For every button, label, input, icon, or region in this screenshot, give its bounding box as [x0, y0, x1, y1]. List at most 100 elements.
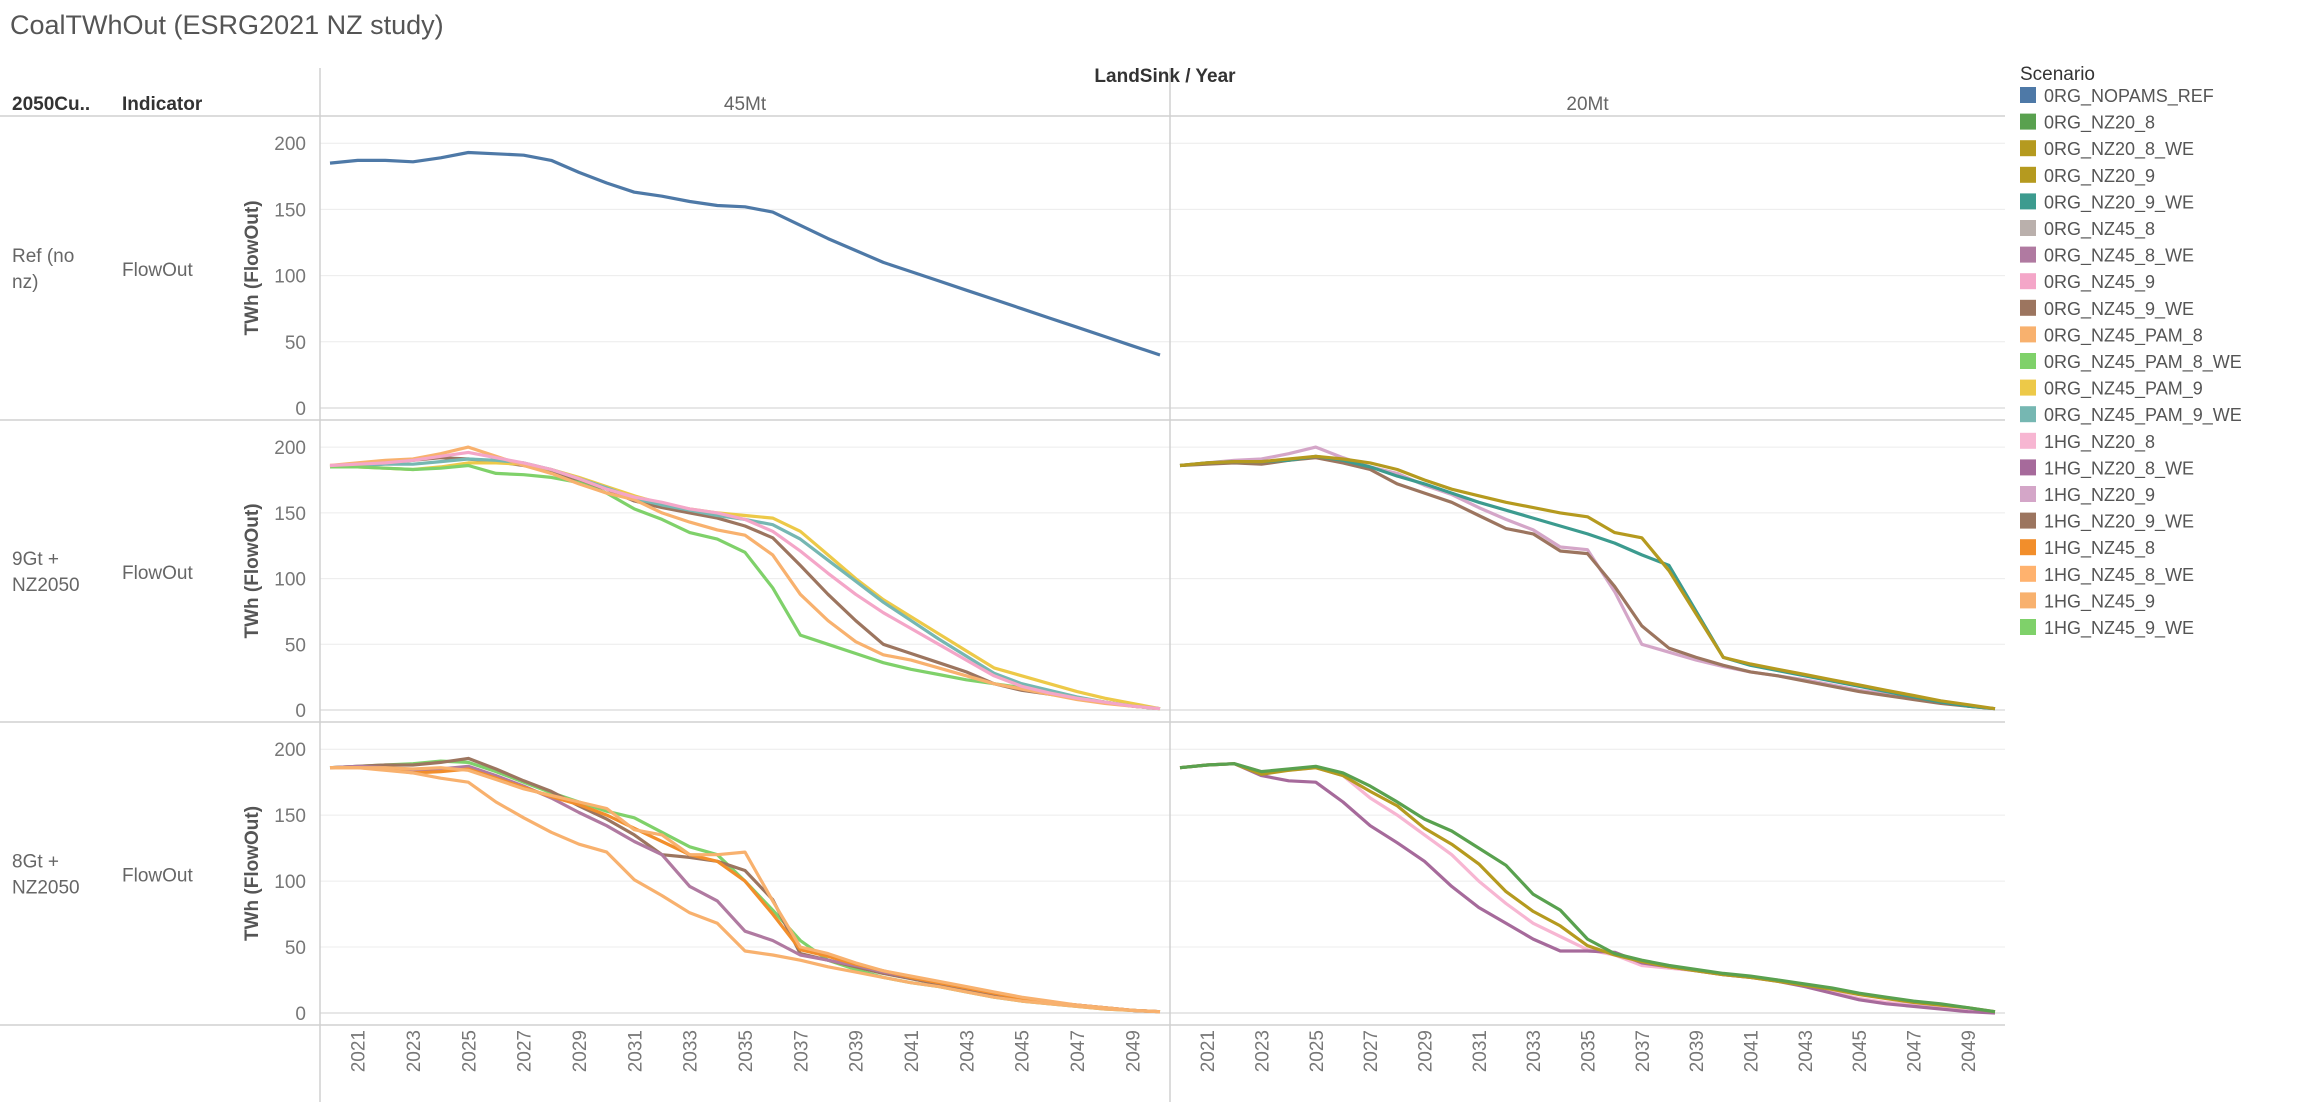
legend-item-1hg-nz20-9-we[interactable]: 1HG_NZ20_9_WE	[2020, 512, 2194, 533]
legend-swatch	[2020, 299, 2036, 316]
series-line-0rg-nz20-8[interactable]	[1179, 762, 1996, 1014]
series-line-0rg-nz45-pam-8-we[interactable]	[329, 759, 1161, 1014]
legend-item-0rg-nz45-8-we[interactable]: 0RG_NZ45_8_WE	[2020, 246, 2194, 267]
y-tick-label: 0	[295, 1004, 306, 1025]
legend-label: 0RG_NZ20_9	[2044, 166, 2155, 187]
legend-swatch	[2020, 406, 2036, 423]
legend-label: 1HG_NZ20_9_WE	[2044, 512, 2194, 533]
y-tick-label: 100	[274, 267, 306, 288]
series-line-1hg-nz20-9[interactable]	[1179, 445, 1996, 711]
series-line-0rg-nz20-9[interactable]	[1179, 454, 1996, 711]
legend-item-0rg-nz45-9[interactable]: 0RG_NZ45_9	[2020, 272, 2155, 293]
legend-item-0rg-nz45-pam-9[interactable]: 0RG_NZ45_PAM_9	[2020, 379, 2203, 400]
indicator-header[interactable]: Indicator	[122, 94, 203, 115]
series-line-1hg-nz20-8[interactable]	[1179, 762, 1996, 1014]
legend-item-0rg-nopams-ref[interactable]: 0RG_NOPAMS_REF	[2020, 86, 2214, 107]
x-tick-label: 2037	[1633, 1030, 1654, 1072]
legend-item-0rg-nz45-9-we[interactable]: 0RG_NZ45_9_WE	[2020, 299, 2194, 320]
series-line-0rg-nz45-pam-9-we[interactable]	[329, 457, 1161, 711]
legend-item-0rg-nz20-9[interactable]: 0RG_NZ20_9	[2020, 166, 2155, 187]
column-header-45mt: 45Mt	[724, 94, 767, 115]
legend-swatch	[2020, 273, 2036, 290]
legend-swatch	[2020, 220, 2036, 236]
legend-item-1hg-nz45-9-we[interactable]: 1HG_NZ45_9_WE	[2020, 618, 2194, 639]
x-tick-label: 2043	[1796, 1030, 1817, 1072]
series-line-0rg-nz45-9[interactable]	[329, 450, 1161, 711]
x-tick-label: 2035	[1579, 1030, 1600, 1072]
series-line-1hg-nz20-9-we[interactable]	[1179, 456, 1996, 711]
series-line-0rg-nz45-pam-9[interactable]	[329, 461, 1161, 711]
legend-swatch	[2020, 512, 2036, 529]
legend-label: 0RG_NZ20_9_WE	[2044, 192, 2194, 213]
legend-item-0rg-nz20-9-we[interactable]: 0RG_NZ20_9_WE	[2020, 192, 2194, 213]
legend-label: 1HG_NZ45_8	[2044, 538, 2155, 559]
legend-item-0rg-nz20-8-we[interactable]: 0RG_NZ20_8_WE	[2020, 139, 2194, 160]
y-tick-label: 50	[285, 938, 306, 959]
series-line-0rg-nz45-9-we[interactable]	[329, 756, 1161, 1014]
legend-label: 1HG_NZ45_9_WE	[2044, 618, 2194, 639]
column-dimension-header[interactable]: LandSink / Year	[1094, 66, 1236, 87]
row-dimension-header[interactable]: 2050Cu..	[12, 94, 90, 115]
series-line-0rg-nz45-pam-8-we[interactable]	[330, 463, 1161, 711]
row-label: 9Gt +	[12, 549, 59, 570]
legend-item-1hg-nz45-8[interactable]: 1HG_NZ45_8	[2020, 538, 2155, 559]
legend-swatch	[2020, 432, 2036, 449]
legend-swatch	[2020, 87, 2036, 103]
legend-label: 1HG_NZ20_9	[2044, 485, 2155, 506]
legend-item-0rg-nz20-8[interactable]: 0RG_NZ20_8	[2020, 113, 2155, 134]
x-tick-label: 2031	[625, 1030, 646, 1072]
y-tick-label: 150	[274, 806, 306, 827]
legend-item-0rg-nz45-8[interactable]: 0RG_NZ45_8	[2020, 219, 2155, 240]
legend-label: 0RG_NZ45_PAM_9_WE	[2044, 405, 2242, 426]
x-tick-label: 2021	[349, 1030, 370, 1072]
legend-label: 0RG_NZ45_PAM_8_WE	[2044, 352, 2242, 373]
indicator-label: FlowOut	[122, 866, 193, 887]
legend-label: 0RG_NZ45_9_WE	[2044, 299, 2194, 320]
series-line-0rg-nz45-pam-8[interactable]	[329, 445, 1161, 711]
x-tick-label: 2023	[1253, 1030, 1274, 1072]
legend-label: 0RG_NZ45_8_WE	[2044, 246, 2194, 267]
series-line-0rg-nz45-pam-9[interactable]	[330, 766, 1161, 1014]
y-tick-label: 50	[285, 635, 306, 656]
series-line-0rg-nz45-9-we[interactable]	[329, 456, 1161, 711]
y-tick-label: 100	[274, 872, 306, 893]
legend-swatch	[2020, 193, 2036, 210]
x-tick-label: 2027	[1361, 1030, 1382, 1072]
legend-item-0rg-nz45-pam-8-we[interactable]: 0RG_NZ45_PAM_8_WE	[2020, 352, 2242, 373]
legend-item-1hg-nz20-9[interactable]: 1HG_NZ20_9	[2020, 485, 2155, 506]
gridlines	[320, 142, 2005, 1014]
x-tick-label: 2031	[1470, 1030, 1491, 1072]
legend-item-1hg-nz45-9[interactable]: 1HG_NZ45_9	[2020, 591, 2155, 612]
series-line-1hg-nz45-8[interactable]	[330, 766, 1161, 1014]
row-label: nz)	[12, 272, 38, 293]
y-tick-label: 0	[295, 399, 306, 420]
column-header-20mt: 20Mt	[1566, 94, 1609, 115]
axes: 0 50 100 150 200 TWh (FlowOut) 0 50 100 150 200 TWh…	[0, 68, 2005, 1102]
legend-label: 1HG_NZ45_8_WE	[2044, 565, 2194, 586]
x-tick-label: 2023	[404, 1030, 425, 1072]
x-tick-label: 2049	[1959, 1030, 1980, 1072]
legend-item-1hg-nz20-8-we[interactable]: 1HG_NZ20_8_WE	[2020, 458, 2194, 479]
legend-swatch	[2020, 459, 2036, 476]
indicator-label: FlowOut	[122, 563, 193, 584]
series-line-0rg-nz20-8-we[interactable]	[1179, 762, 1996, 1014]
x-tick-label: 2041	[1742, 1030, 1763, 1072]
legend-item-0rg-nz45-pam-9-we[interactable]: 0RG_NZ45_PAM_9_WE	[2020, 405, 2242, 426]
legend-label: 0RG_NZ45_8	[2044, 219, 2155, 240]
x-tick-label: 2049	[1123, 1030, 1144, 1072]
legend-swatch	[2020, 592, 2036, 609]
series-line-0rg-nz45-8-we[interactable]	[329, 764, 1161, 1014]
x-tick-label: 2047	[1068, 1030, 1089, 1072]
legend-item-0rg-nz45-pam-8[interactable]: 0RG_NZ45_PAM_8	[2020, 325, 2203, 346]
series-line-0rg-nz20-9-we[interactable]	[1179, 454, 1996, 711]
series-line-0rg-nz45-pam-8[interactable]	[330, 766, 1161, 1014]
y-tick-label: 50	[285, 333, 306, 354]
series-line-0rg-nopams-ref[interactable]	[329, 150, 1161, 357]
legend-item-1hg-nz20-8[interactable]: 1HG_NZ20_8	[2020, 432, 2155, 453]
legend-label: 0RG_NZ45_PAM_9	[2044, 379, 2203, 400]
legend-item-1hg-nz45-8-we[interactable]: 1HG_NZ45_8_WE	[2020, 565, 2194, 586]
y-axis-label: TWh (FlowOut)	[242, 503, 263, 638]
legend[interactable]: 0RG_NOPAMS_REF 0RG_NZ20_8 0RG_NZ20_8_WE 0RG…	[2020, 86, 2242, 639]
series-line-1hg-nz20-8-we[interactable]	[1179, 762, 1996, 1015]
column-headers: 45Mt 20Mt	[724, 94, 1609, 115]
